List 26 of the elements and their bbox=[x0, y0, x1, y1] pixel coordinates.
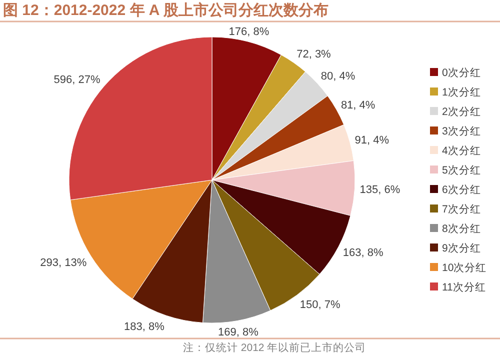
data-label: 135, 6% bbox=[360, 184, 400, 196]
data-label: 163, 8% bbox=[342, 246, 384, 259]
legend-label: 5次分红 bbox=[442, 164, 481, 176]
legend-label: 9次分红 bbox=[442, 242, 481, 254]
legend-label: 1次分红 bbox=[442, 86, 481, 98]
chart-title: 图 12：2012-2022 年 A 股上市公司分红次数分布 bbox=[3, 1, 328, 19]
data-label: 72, 3% bbox=[296, 48, 332, 61]
data-label: 169, 8% bbox=[218, 326, 259, 339]
legend-label: 3次分红 bbox=[442, 126, 481, 138]
legend-label: 10次分红 bbox=[442, 262, 487, 274]
text: 注：仅统计 2012 年以前已上市的公司 bbox=[183, 341, 366, 354]
data-label: 183, 8% bbox=[124, 320, 165, 333]
legend-label: 8次分红 bbox=[442, 223, 481, 235]
data-label: 293, 13% bbox=[40, 256, 87, 269]
legend-label: 2次分红 bbox=[442, 106, 481, 118]
legend-label: 7次分红 bbox=[442, 204, 481, 216]
data-label: 176, 8% bbox=[228, 26, 270, 38]
legend-label: 4次分红 bbox=[442, 145, 481, 157]
data-label: 81, 4% bbox=[340, 99, 376, 112]
data-label: 150, 7% bbox=[300, 298, 340, 311]
legend-label: 11次分红 bbox=[442, 282, 486, 294]
data-label: 80, 4% bbox=[320, 70, 356, 83]
data-label: 596, 27% bbox=[54, 74, 101, 86]
data-label: 91, 4% bbox=[354, 134, 390, 146]
legend-label: 6次分红 bbox=[442, 184, 481, 196]
legend-label: 0次分红 bbox=[442, 67, 481, 79]
